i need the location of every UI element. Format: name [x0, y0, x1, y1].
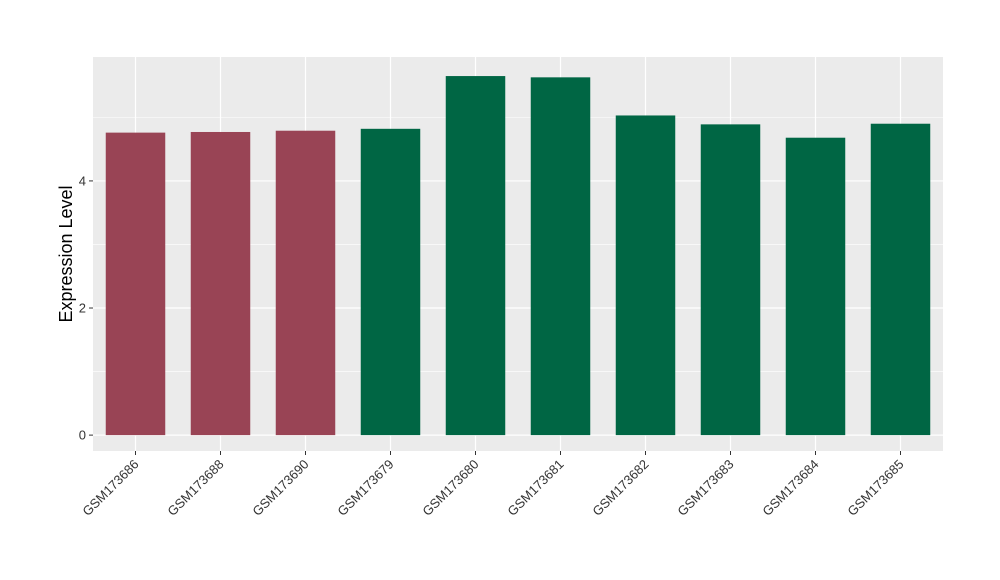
x-tick-label: GSM173681 — [504, 457, 566, 519]
y-axis: 0 2 4 — [79, 173, 93, 443]
x-tick-label: GSM173683 — [674, 457, 736, 519]
bar-GSM173680 — [445, 76, 506, 436]
x-tick-label: GSM173685 — [844, 457, 906, 519]
bar-GSM173681 — [530, 77, 591, 436]
bar-GSM173682 — [615, 115, 676, 436]
bar-GSM173684 — [785, 137, 846, 436]
bar-GSM173690 — [275, 130, 336, 436]
y-tick-label: 0 — [79, 428, 86, 443]
x-axis: GSM173686 GSM173688 GSM173690 GSM173679 GSM1… — [79, 451, 907, 519]
x-tick-label: GSM173679 — [334, 457, 396, 519]
x-tick-label: GSM173690 — [249, 457, 311, 519]
bar-GSM173686 — [105, 132, 166, 436]
y-tick-label: 2 — [79, 301, 86, 316]
bar-GSM173683 — [700, 124, 761, 436]
y-tick-label: 4 — [79, 173, 86, 188]
x-tick-label: GSM173684 — [759, 457, 821, 519]
bar-GSM173688 — [190, 131, 251, 436]
y-axis-title: Expression Level — [56, 185, 76, 322]
x-tick-label: GSM173680 — [419, 457, 481, 519]
x-tick-label: GSM173686 — [79, 457, 141, 519]
x-tick-label: GSM173682 — [589, 457, 651, 519]
bar-GSM173679 — [360, 128, 421, 436]
x-tick-label: GSM173688 — [164, 457, 226, 519]
bar-GSM173685 — [870, 123, 931, 436]
bars — [105, 76, 931, 436]
